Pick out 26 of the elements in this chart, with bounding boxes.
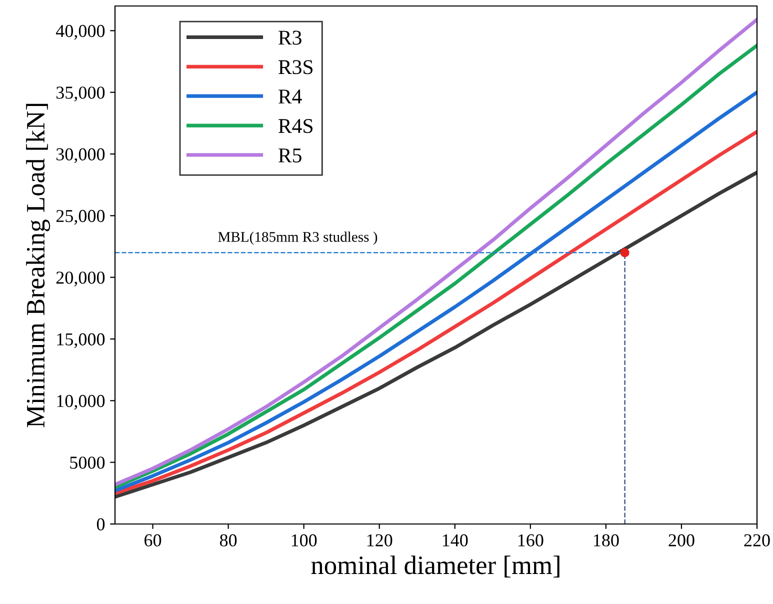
x-tick-label: 200 bbox=[668, 534, 694, 546]
x-tick-label: 60 bbox=[144, 534, 162, 546]
y-tick-label: 40,000 bbox=[56, 24, 105, 40]
y-tick-label: 20,000 bbox=[56, 272, 105, 286]
y-tick-label: 35,000 bbox=[56, 86, 105, 102]
x-tick-label: 120 bbox=[367, 534, 392, 546]
x-tick-label: 160 bbox=[518, 534, 544, 546]
y-tick-label: 0 bbox=[96, 518, 105, 530]
x-tick-label: 220 bbox=[744, 534, 770, 546]
y-tick-label: 10,000 bbox=[57, 394, 105, 410]
legend-label: R5 bbox=[278, 148, 302, 162]
y-tick-label: 30,000 bbox=[56, 148, 105, 164]
y-tick-label: 5000 bbox=[70, 456, 105, 469]
legend-label: R4 bbox=[278, 90, 302, 104]
legend-label: R3S bbox=[278, 60, 313, 74]
y-tick-label: 25,000 bbox=[56, 210, 105, 225]
y-tick-label: 15,000 bbox=[57, 333, 105, 348]
x-tick-label: 100 bbox=[292, 534, 317, 546]
x-tick-label: 80 bbox=[220, 534, 237, 546]
legend-label: R4S bbox=[278, 119, 313, 134]
x-tick-label: 140 bbox=[442, 534, 468, 546]
annotation: MBL(185mm R3 studless ) bbox=[218, 232, 378, 245]
y-axis-title: Minimum Breaking Load [kN] bbox=[26, 104, 50, 428]
x-axis-title: nominal diameter [mm] bbox=[311, 556, 560, 578]
legend-label: R3 bbox=[278, 30, 302, 45]
x-tick-label: 180 bbox=[594, 534, 619, 546]
